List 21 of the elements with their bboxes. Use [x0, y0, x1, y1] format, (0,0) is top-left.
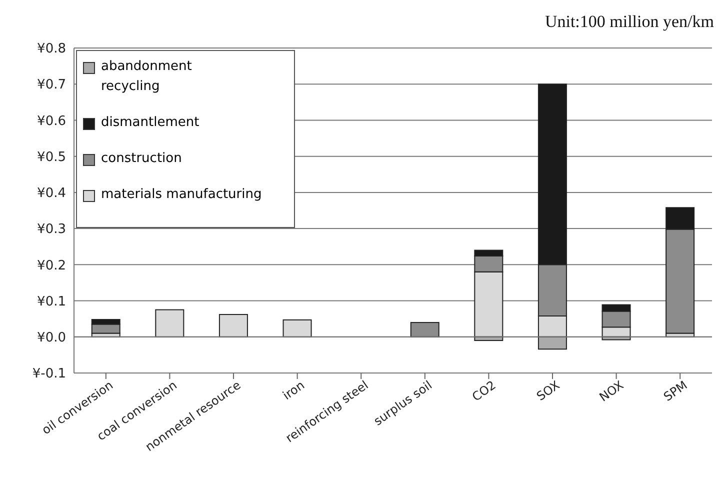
- bar: [218, 314, 248, 338]
- bar: [282, 319, 312, 338]
- legend-label: dismantlement: [101, 114, 200, 132]
- legend-label: construction: [101, 150, 182, 168]
- x-tick-label: iron: [280, 378, 308, 403]
- y-axis-title: Unit:100 million yen/km: [544, 12, 714, 32]
- y-tick-label: ¥0.6: [37, 114, 66, 129]
- y-tick-label: ¥0.3: [37, 222, 66, 238]
- y-tick-label: ¥-0.1: [32, 366, 66, 382]
- x-tick-label: CO2: [470, 378, 498, 404]
- bar: [155, 309, 184, 338]
- y-tick-label: ¥0.2: [37, 258, 66, 274]
- legend-label: abandonment recycling: [101, 58, 193, 96]
- bar: [410, 322, 440, 338]
- legend-label: materials manufacturing: [101, 186, 262, 204]
- y-tick-label: ¥0.5: [37, 150, 66, 165]
- y-tick-label: ¥0.8: [37, 42, 66, 57]
- y-tick-label: ¥0.1: [37, 294, 66, 310]
- y-tick-label: ¥0.0: [37, 330, 66, 346]
- y-tick-label: ¥0.4: [37, 186, 66, 202]
- y-tick-label: ¥0.7: [37, 78, 66, 93]
